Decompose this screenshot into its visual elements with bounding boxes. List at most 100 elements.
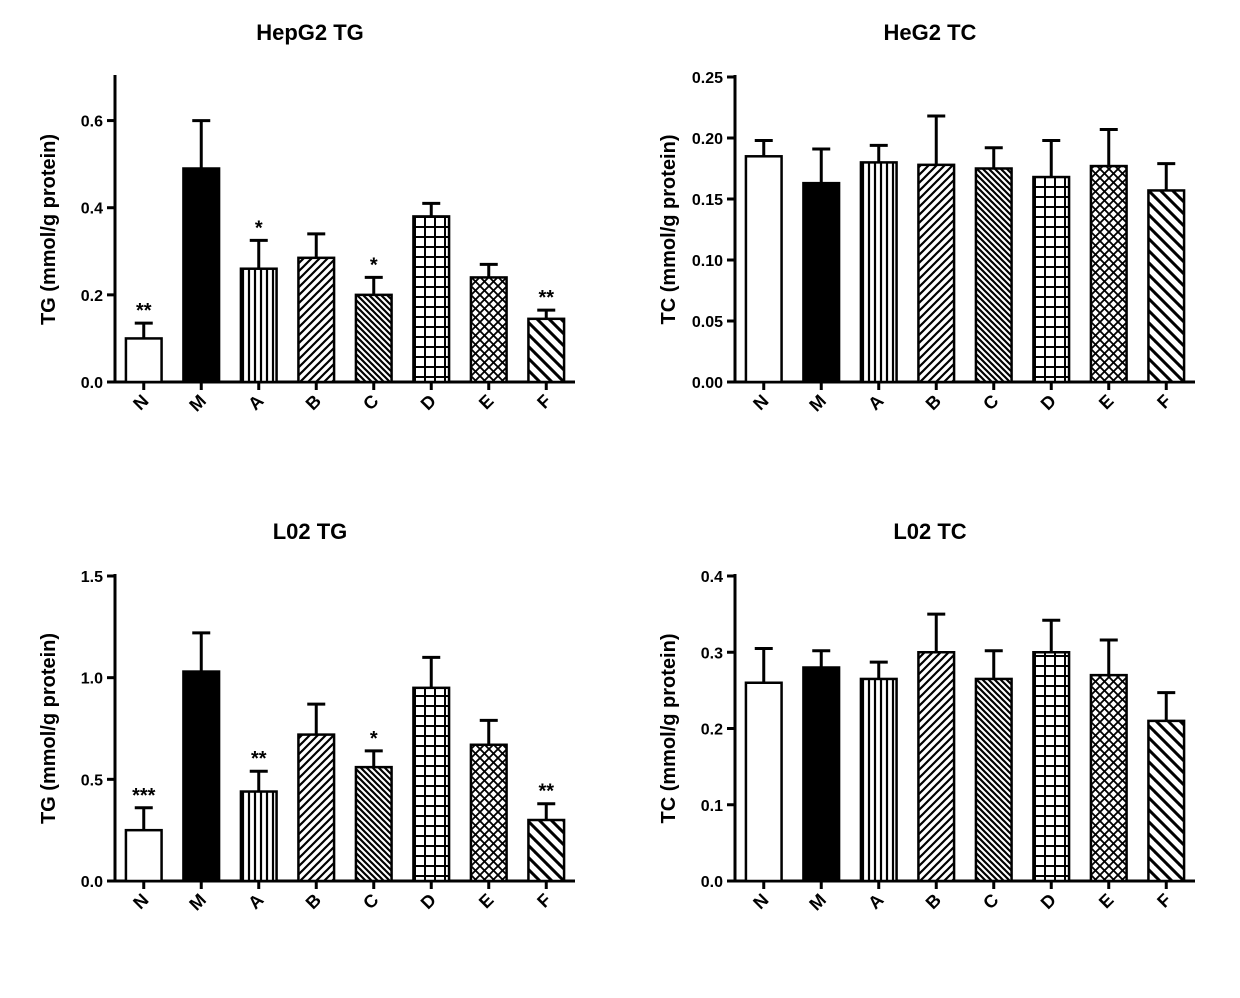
chart-title: HeG2 TC [884, 20, 977, 46]
bar-e [471, 745, 507, 881]
chart-grid: HepG2 TG 0.0 0.2 0.4 0.6 TG (mmol/g protein)… [20, 20, 1220, 978]
x-label: E [1095, 391, 1118, 414]
bar-e [471, 277, 507, 382]
x-label: F [1153, 890, 1175, 912]
bar-m [803, 668, 839, 882]
x-label: E [475, 890, 498, 913]
x-label: A [864, 391, 887, 414]
chart-title: HepG2 TG [256, 20, 364, 46]
chart: 0.00 0.05 0.10 0.15 0.20 0.25 TC (mmol/g prote… [650, 52, 1210, 452]
bar-d [1033, 652, 1069, 881]
x-label: B [302, 890, 325, 913]
x-label: N [749, 890, 772, 913]
sig-marker: *** [132, 785, 156, 807]
bar-d [413, 688, 449, 881]
sig-marker: ** [538, 287, 554, 309]
svg-text:0.05: 0.05 [692, 314, 723, 331]
x-label: D [1037, 391, 1060, 414]
x-label: E [475, 391, 498, 414]
panel-l02-tg: L02 TG 0.00.51.01.5TG (mmol/g protein)**… [20, 519, 600, 978]
x-label: F [533, 391, 555, 413]
svg-text:0.0: 0.0 [81, 874, 103, 891]
bar-b [298, 258, 334, 382]
bar-a [861, 162, 897, 382]
x-label: F [533, 890, 555, 912]
panel-hepg2-tg: HepG2 TG 0.0 0.2 0.4 0.6 TG (mmol/g protein)… [20, 20, 600, 479]
panel-l02-tc: L02 TC 0.00.10.20.30.4TC (mmol/g protein… [640, 519, 1220, 978]
bar-a [861, 679, 897, 881]
svg-text:0.5: 0.5 [81, 772, 103, 789]
x-label: D [417, 391, 440, 414]
bar-m [183, 169, 219, 383]
x-label: M [185, 890, 210, 915]
bar-a [241, 792, 277, 881]
svg-text:0.15: 0.15 [692, 192, 723, 209]
bar-c [976, 169, 1012, 383]
x-label: B [922, 890, 945, 913]
svg-text:0.6: 0.6 [81, 114, 103, 131]
svg-text:0.4: 0.4 [701, 569, 723, 586]
sig-marker: ** [136, 300, 152, 322]
bar-c [976, 679, 1012, 881]
chart: 0.0 0.5 1.0 1.5 TG (mmol/g protein) *** N M ** A B… [30, 551, 590, 951]
x-label: F [1153, 391, 1175, 413]
svg-text:TC (mmol/g protein): TC (mmol/g protein) [658, 634, 680, 824]
bar-n [746, 156, 782, 382]
x-label: M [805, 890, 830, 915]
svg-text:1.0: 1.0 [81, 671, 103, 688]
x-label: A [244, 890, 267, 913]
x-label: N [129, 890, 152, 913]
svg-text:TG (mmol/g protein): TG (mmol/g protein) [38, 134, 60, 325]
bar-f [528, 820, 564, 881]
x-label: N [129, 391, 152, 414]
bar-e [1091, 675, 1127, 881]
svg-text:0.0: 0.0 [701, 874, 723, 891]
x-label: E [1095, 890, 1118, 913]
svg-text:0.4: 0.4 [81, 201, 103, 218]
bar-f [528, 319, 564, 382]
bar-b [918, 165, 954, 382]
bar-e [1091, 166, 1127, 382]
x-label: C [359, 391, 382, 414]
chart-title: L02 TG [273, 519, 348, 545]
bar-a [241, 269, 277, 382]
svg-text:TC (mmol/g protein): TC (mmol/g protein) [658, 135, 680, 325]
x-label: C [359, 890, 382, 913]
bar-c [356, 767, 392, 881]
svg-text:0.2: 0.2 [81, 288, 103, 305]
x-label: M [185, 391, 210, 416]
x-label: B [302, 391, 325, 414]
svg-text:0.00: 0.00 [692, 375, 723, 392]
bar-m [803, 183, 839, 382]
svg-text:0.3: 0.3 [701, 645, 723, 662]
svg-text:0.0: 0.0 [81, 375, 103, 392]
bar-b [918, 652, 954, 881]
bar-n [126, 338, 162, 382]
bar-f [1148, 190, 1184, 382]
x-label: A [244, 391, 267, 414]
x-label: C [979, 890, 1002, 913]
sig-marker: ** [538, 781, 554, 803]
bar-d [413, 216, 449, 382]
sig-marker: * [370, 254, 378, 276]
bar-b [298, 735, 334, 881]
x-label: A [864, 890, 887, 913]
chart: 0.0 0.2 0.4 0.6 TG (mmol/g protein) ** N M * A B * C… [30, 52, 590, 452]
svg-text:0.10: 0.10 [692, 253, 723, 270]
sig-marker: * [370, 728, 378, 750]
svg-text:0.25: 0.25 [692, 70, 723, 87]
x-label: D [1037, 890, 1060, 913]
x-label: D [417, 890, 440, 913]
chart-title: L02 TC [893, 519, 966, 545]
x-label: C [979, 391, 1002, 414]
svg-text:TG (mmol/g protein): TG (mmol/g protein) [38, 633, 60, 824]
x-label: N [749, 391, 772, 414]
bar-m [183, 672, 219, 881]
bar-f [1148, 721, 1184, 881]
svg-text:1.5: 1.5 [81, 569, 103, 586]
bar-d [1033, 177, 1069, 382]
svg-text:0.1: 0.1 [701, 798, 723, 815]
bar-n [126, 830, 162, 881]
svg-text:0.20: 0.20 [692, 131, 723, 148]
sig-marker: * [255, 217, 263, 239]
